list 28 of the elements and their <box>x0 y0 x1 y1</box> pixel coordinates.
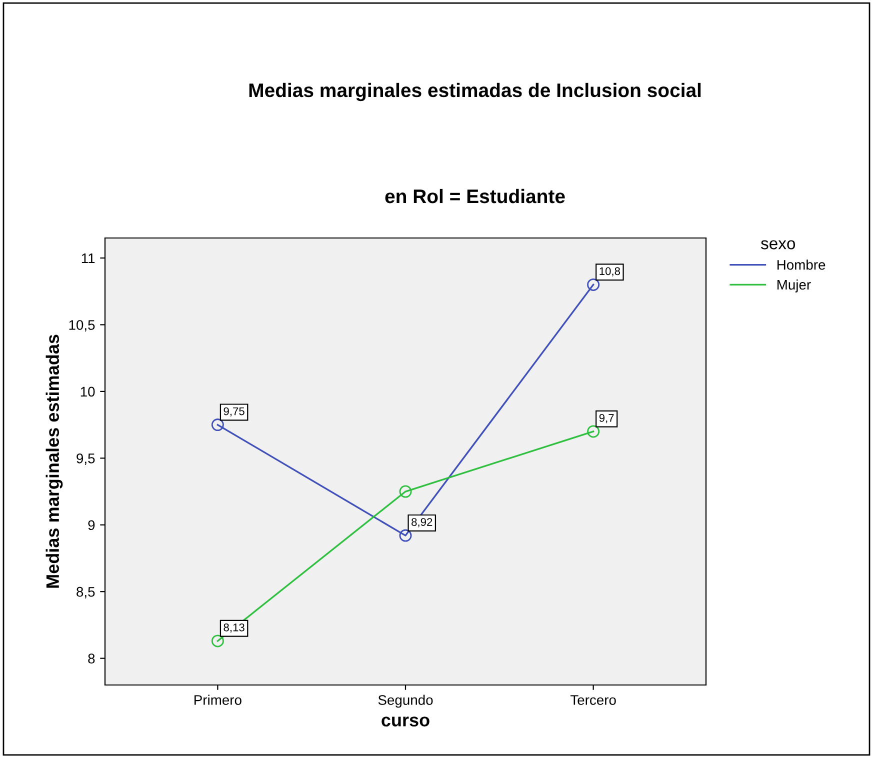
data-label: 10,8 <box>600 267 620 276</box>
point <box>211 634 224 648</box>
x-tick-label: Tercero <box>570 695 616 705</box>
point <box>587 425 600 438</box>
point <box>211 418 224 432</box>
x-axis-title: curso <box>382 716 430 726</box>
y-tick-label: 11 <box>82 253 95 264</box>
data-label: 9,75 <box>224 407 244 417</box>
y-tick-label: 8 <box>88 654 95 664</box>
point <box>399 529 412 542</box>
legend-label: Mujer <box>777 279 811 292</box>
y-tick-label: 10,5 <box>69 320 95 332</box>
point <box>399 485 412 498</box>
chart-title: Medias marginales estimadas de Inclusion social <box>249 82 701 102</box>
data-label: 9,7 <box>599 414 614 424</box>
y-tick-label: 10 <box>80 386 95 397</box>
data-label: 8,92 <box>412 518 432 528</box>
y-axis-title: Medias marginales estimadas <box>46 334 63 588</box>
y-tick-label: 9,5 <box>76 454 95 465</box>
legend-label: Hombre <box>777 260 826 270</box>
y-tick-label: 8,5 <box>76 586 95 598</box>
x-tick-label: Segundo <box>378 694 433 708</box>
y-tick-label: 9 <box>88 520 95 530</box>
data-label: 8,13 <box>224 623 244 633</box>
point <box>587 278 600 291</box>
legend-title: sexo <box>760 240 796 250</box>
x-tick-label: Primero <box>194 694 242 705</box>
chart-subtitle: en Rol = Estudiante <box>385 188 565 204</box>
